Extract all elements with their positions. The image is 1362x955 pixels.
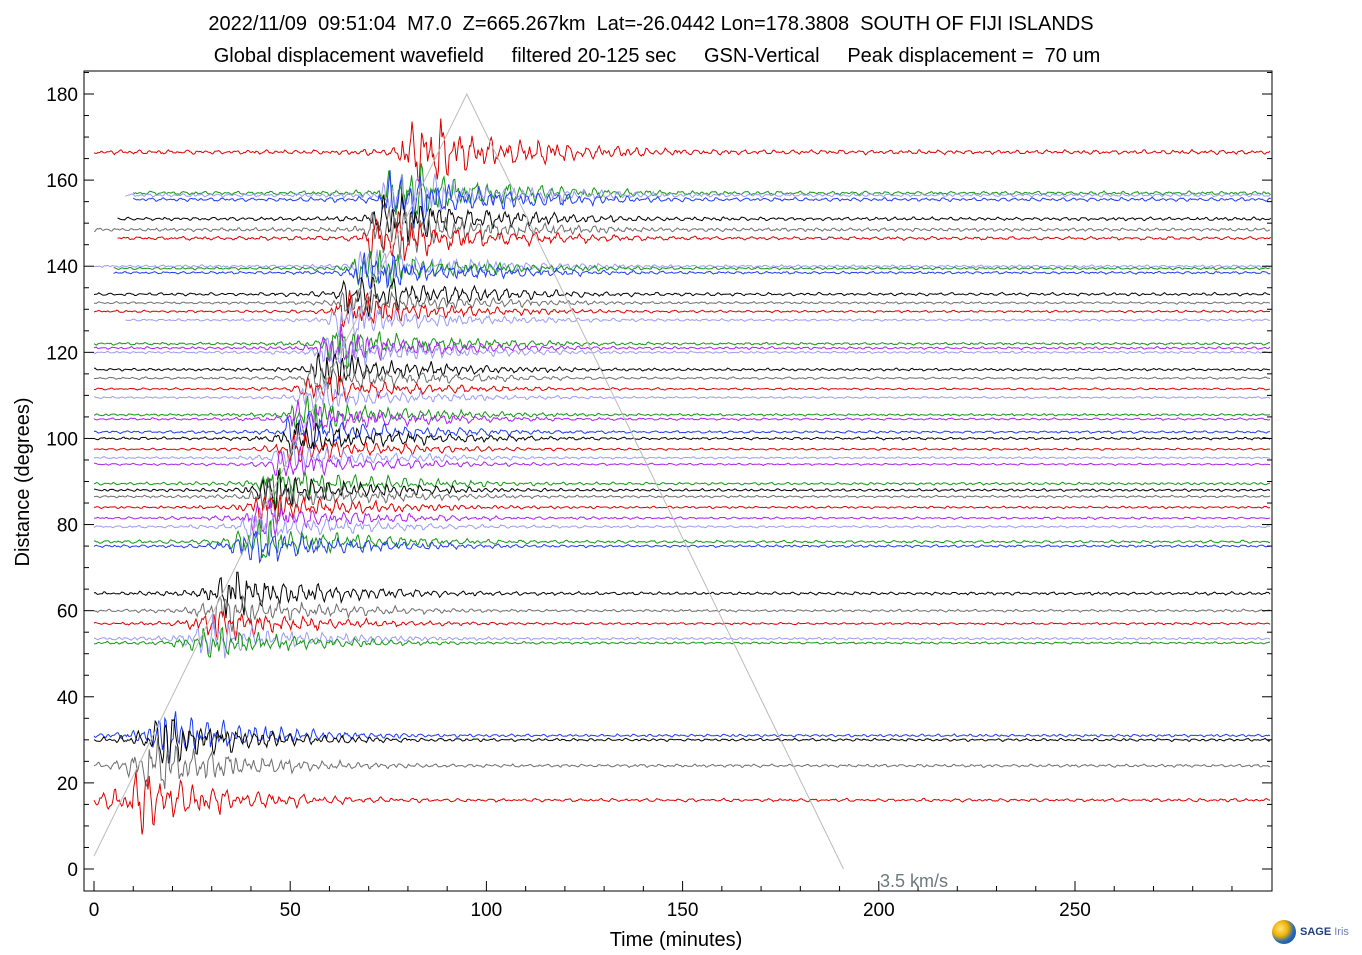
trace-16-deg	[93, 770, 1271, 835]
trace-89.5-deg	[93, 467, 1271, 510]
y-tick-label-120: 120	[46, 343, 78, 364]
trace-52.5-deg	[93, 626, 1271, 658]
trace-166.5-deg	[93, 118, 1271, 183]
chart-title: 2022/11/09 09:51:04 M7.0 Z=665.267km Lat…	[208, 13, 1094, 35]
trace-111.5-deg	[93, 375, 1271, 403]
x-axis-label: Time (minutes)	[610, 929, 743, 951]
trace-75-deg	[93, 530, 1270, 564]
trace-139.5-deg	[113, 250, 1271, 290]
x-tick-label-250: 250	[1059, 900, 1091, 921]
y-tick-label-160: 160	[46, 171, 78, 192]
x-tick-label-0: 0	[89, 900, 100, 921]
y-tick-label-0: 0	[67, 860, 78, 881]
trace-133.5-deg	[93, 276, 1271, 317]
velocity-reference-line	[93, 92, 844, 870]
y-tick-label-60: 60	[57, 602, 78, 623]
trace-129.5-deg	[93, 290, 1271, 328]
trace-148.5-deg	[93, 206, 1270, 259]
x-tick-label-100: 100	[471, 900, 503, 921]
y-axis-label: Distance (degrees)	[12, 398, 34, 567]
trace-120-deg	[93, 337, 1271, 368]
logo-sub: Iris	[1334, 926, 1349, 938]
trace-76-deg	[93, 519, 1271, 558]
trace-109.5-deg	[93, 381, 1271, 415]
velocity-reference-layer	[93, 92, 844, 870]
sage-iris-logo: SAGE Iris	[1272, 918, 1354, 948]
trace-88-deg	[93, 470, 1271, 515]
y-tick-label-40: 40	[57, 688, 78, 709]
trace-79.5-deg	[93, 509, 1271, 547]
velocity-reference-label: 3.5 km/s	[880, 871, 948, 891]
trace-105.5-deg	[93, 395, 1271, 429]
chart-subtitle: Global displacement wavefield filtered 2…	[213, 45, 1101, 67]
trace-60-deg	[93, 594, 1271, 632]
trace-94-deg	[93, 446, 1270, 477]
trace-104.5-deg	[93, 399, 1271, 436]
traces-layer	[93, 118, 1272, 835]
trace-157-deg	[132, 163, 1271, 220]
trace-97.5-deg	[94, 432, 1270, 463]
trace-24-deg	[93, 738, 1271, 790]
trace-146.5-deg	[117, 211, 1272, 261]
trace-31-deg	[93, 711, 1271, 764]
x-tick-label-150: 150	[667, 900, 699, 921]
trace-100-deg	[93, 422, 1271, 458]
trace-155.5-deg	[132, 170, 1271, 229]
trace-151-deg	[117, 193, 1272, 243]
trace-122-deg	[93, 331, 1271, 369]
trace-64-deg	[93, 571, 1271, 619]
trace-138.5-deg	[113, 252, 1271, 290]
globe-icon	[1272, 920, 1296, 944]
y-tick-label-80: 80	[57, 516, 78, 537]
trace-81.5-deg	[94, 498, 1271, 536]
trace-53.5-deg	[93, 613, 1271, 659]
trace-57-deg	[93, 610, 1271, 641]
x-tick-label-200: 200	[863, 900, 895, 921]
trace-116-deg	[93, 353, 1271, 386]
logo-text: SAGE Iris	[1300, 926, 1349, 938]
trace-86.5-deg	[93, 476, 1271, 518]
logo-name: SAGE	[1300, 926, 1332, 938]
trace-30-deg	[93, 718, 1271, 764]
y-tick-label-180: 180	[46, 85, 78, 106]
x-tick-label-50: 50	[280, 900, 301, 921]
trace-127.5-deg	[125, 305, 1271, 337]
trace-101.5-deg	[93, 411, 1271, 450]
axes-layer: 0 50 100 150 200 250 0 20 40 60 80 100 120 140 160 180	[46, 71, 1272, 921]
y-tick-label-100: 100	[46, 429, 78, 450]
y-tick-label-140: 140	[46, 257, 78, 278]
trace-121-deg	[93, 323, 1271, 363]
trace-114-deg	[93, 364, 1271, 396]
trace-84-deg	[93, 494, 1271, 529]
trace-140-deg	[93, 249, 1271, 285]
trace-131.5-deg	[94, 286, 1271, 319]
trace-156.5-deg	[125, 173, 1271, 221]
y-tick-label-20: 20	[57, 774, 78, 795]
